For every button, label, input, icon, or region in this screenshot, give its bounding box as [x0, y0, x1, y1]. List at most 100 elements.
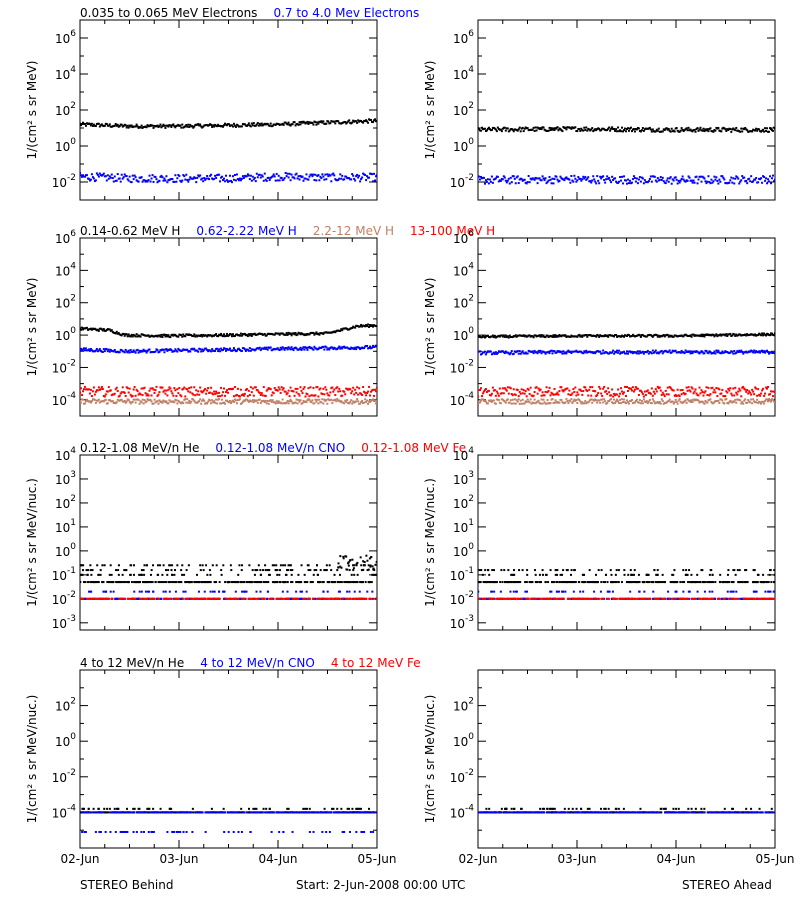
- data-point: [226, 389, 229, 392]
- data-point: [762, 400, 765, 403]
- data-point: [184, 581, 187, 584]
- data-point: [189, 176, 192, 179]
- data-point: [354, 581, 357, 584]
- data-point: [338, 387, 341, 390]
- data-point: [134, 401, 137, 404]
- data-point: [209, 174, 212, 177]
- data-point: [158, 179, 161, 182]
- y-tick-label: 10-2: [450, 358, 474, 375]
- data-point: [284, 573, 287, 576]
- data-point: [645, 400, 648, 403]
- data-point: [223, 590, 226, 593]
- data-point: [282, 347, 285, 350]
- data-point: [576, 391, 579, 394]
- data-point: [250, 122, 253, 125]
- data-point: [634, 399, 637, 402]
- data-point: [110, 581, 113, 584]
- data-point: [576, 401, 579, 404]
- data-point: [639, 335, 642, 338]
- data-point: [482, 390, 485, 393]
- data-point: [734, 398, 737, 401]
- data-point: [358, 174, 361, 177]
- data-point: [281, 388, 284, 391]
- data-point: [80, 597, 82, 600]
- data-point: [564, 126, 567, 129]
- data-point: [201, 399, 204, 402]
- data-point: [276, 179, 279, 182]
- data-point: [222, 348, 225, 351]
- data-point: [601, 398, 604, 401]
- data-point: [324, 400, 327, 403]
- data-point: [622, 401, 625, 404]
- data-point: [633, 401, 636, 404]
- data-point: [579, 129, 582, 132]
- data-point: [647, 180, 650, 183]
- data-point: [314, 332, 317, 335]
- data-point: [281, 590, 284, 593]
- data-point: [147, 179, 150, 182]
- data-point: [130, 181, 133, 184]
- data-point: [82, 581, 85, 584]
- data-point: [168, 590, 171, 593]
- y-tick-label: 100: [453, 542, 474, 559]
- data-point: [362, 568, 365, 571]
- data-point: [317, 174, 320, 177]
- data-point: [340, 566, 343, 569]
- data-point: [142, 569, 145, 572]
- data-point: [327, 120, 330, 123]
- data-point: [703, 177, 706, 180]
- data-point: [545, 386, 548, 389]
- data-point: [346, 590, 349, 593]
- data-point: [593, 399, 596, 402]
- data-point: [365, 554, 368, 557]
- data-point: [680, 393, 683, 396]
- data-point: [252, 178, 255, 181]
- data-point: [489, 350, 492, 353]
- data-point: [213, 581, 216, 584]
- data-point: [639, 180, 642, 183]
- data-point: [150, 177, 153, 180]
- data-point: [507, 392, 510, 395]
- data-point: [707, 175, 710, 178]
- data-point: [666, 386, 669, 389]
- data-point: [253, 332, 256, 335]
- data-point: [97, 349, 100, 352]
- data-point: [646, 389, 649, 392]
- series: [478, 174, 775, 185]
- data-point: [231, 333, 234, 336]
- data-point: [346, 581, 349, 584]
- data-point: [361, 393, 364, 396]
- data-point: [223, 333, 226, 336]
- data-point: [89, 178, 92, 181]
- data-point: [145, 394, 148, 397]
- data-point: [200, 597, 203, 600]
- data-point: [497, 394, 500, 397]
- data-point: [253, 581, 256, 584]
- data-point: [687, 175, 690, 178]
- data-point: [256, 569, 259, 572]
- data-point: [547, 179, 550, 182]
- data-point: [515, 399, 518, 402]
- data-point: [372, 180, 375, 183]
- data-point: [317, 402, 320, 405]
- data-point: [553, 335, 556, 338]
- data-point: [498, 335, 501, 338]
- data-point: [314, 394, 317, 397]
- data-point: [249, 581, 252, 584]
- data-point: [570, 393, 573, 396]
- data-point: [197, 123, 200, 126]
- data-point: [218, 398, 221, 401]
- data-point: [667, 127, 670, 130]
- data-point: [490, 335, 493, 338]
- data-point: [561, 352, 564, 355]
- data-point: [246, 173, 249, 176]
- data-point: [344, 120, 347, 123]
- data-point: [367, 323, 370, 326]
- data-point: [537, 349, 540, 352]
- data-point: [196, 573, 199, 576]
- data-point: [264, 399, 267, 402]
- data-point: [222, 179, 225, 182]
- data-point: [586, 177, 589, 180]
- data-point: [504, 334, 507, 337]
- data-point: [98, 172, 101, 175]
